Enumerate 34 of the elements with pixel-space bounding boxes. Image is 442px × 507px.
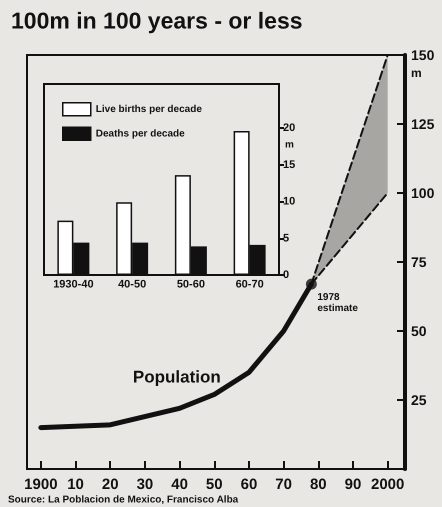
y-tick-label: 5 bbox=[283, 232, 290, 244]
x-tick-label: 30 bbox=[136, 476, 154, 493]
y-tick-label: 25 bbox=[411, 392, 427, 408]
y-tick-label: 125 bbox=[411, 116, 435, 132]
y-axis-title: m bbox=[411, 66, 422, 80]
chart-title: 100m in 100 years - or less bbox=[11, 8, 303, 34]
y-tick-label: 75 bbox=[411, 254, 427, 270]
source-note: Source: La Poblacion de Mexico, Francisco Alba bbox=[8, 494, 239, 506]
y-tick-label: 150 bbox=[411, 47, 435, 63]
x-tick-label: 50 bbox=[206, 476, 223, 493]
x-tick-label: 10 bbox=[67, 476, 84, 493]
y-tick-label: 100 bbox=[411, 185, 435, 201]
x-tick-label: 50-60 bbox=[176, 278, 205, 290]
x-tick-label: 40 bbox=[171, 476, 188, 493]
x-tick-label: 70 bbox=[275, 476, 292, 493]
x-tick-label: 1930-40 bbox=[53, 278, 94, 290]
legend-label: Live births per decade bbox=[96, 104, 202, 115]
y-tick-label: 15 bbox=[283, 158, 296, 171]
y-tick-label: 0 bbox=[283, 269, 290, 281]
y-tick-label: 10 bbox=[283, 196, 296, 208]
series-label: Population bbox=[132, 368, 221, 387]
x-tick-label: 90 bbox=[344, 476, 362, 493]
y-tick-label: 20 bbox=[283, 122, 296, 134]
x-tick-label: 60-70 bbox=[236, 278, 264, 290]
x-tick-label: 1900 bbox=[24, 476, 58, 493]
x-tick-label: 80 bbox=[310, 476, 327, 493]
legend-label: Deaths per decade bbox=[96, 128, 186, 140]
x-tick-label: 20 bbox=[102, 476, 119, 493]
y-axis-title: m bbox=[285, 140, 294, 151]
annotation: 1978 estimate bbox=[317, 292, 358, 314]
x-tick-label: 40-50 bbox=[118, 278, 146, 290]
x-tick-label: 60 bbox=[240, 476, 258, 493]
y-tick-label: 50 bbox=[411, 323, 427, 339]
x-tick-label: 2000 bbox=[370, 476, 404, 493]
